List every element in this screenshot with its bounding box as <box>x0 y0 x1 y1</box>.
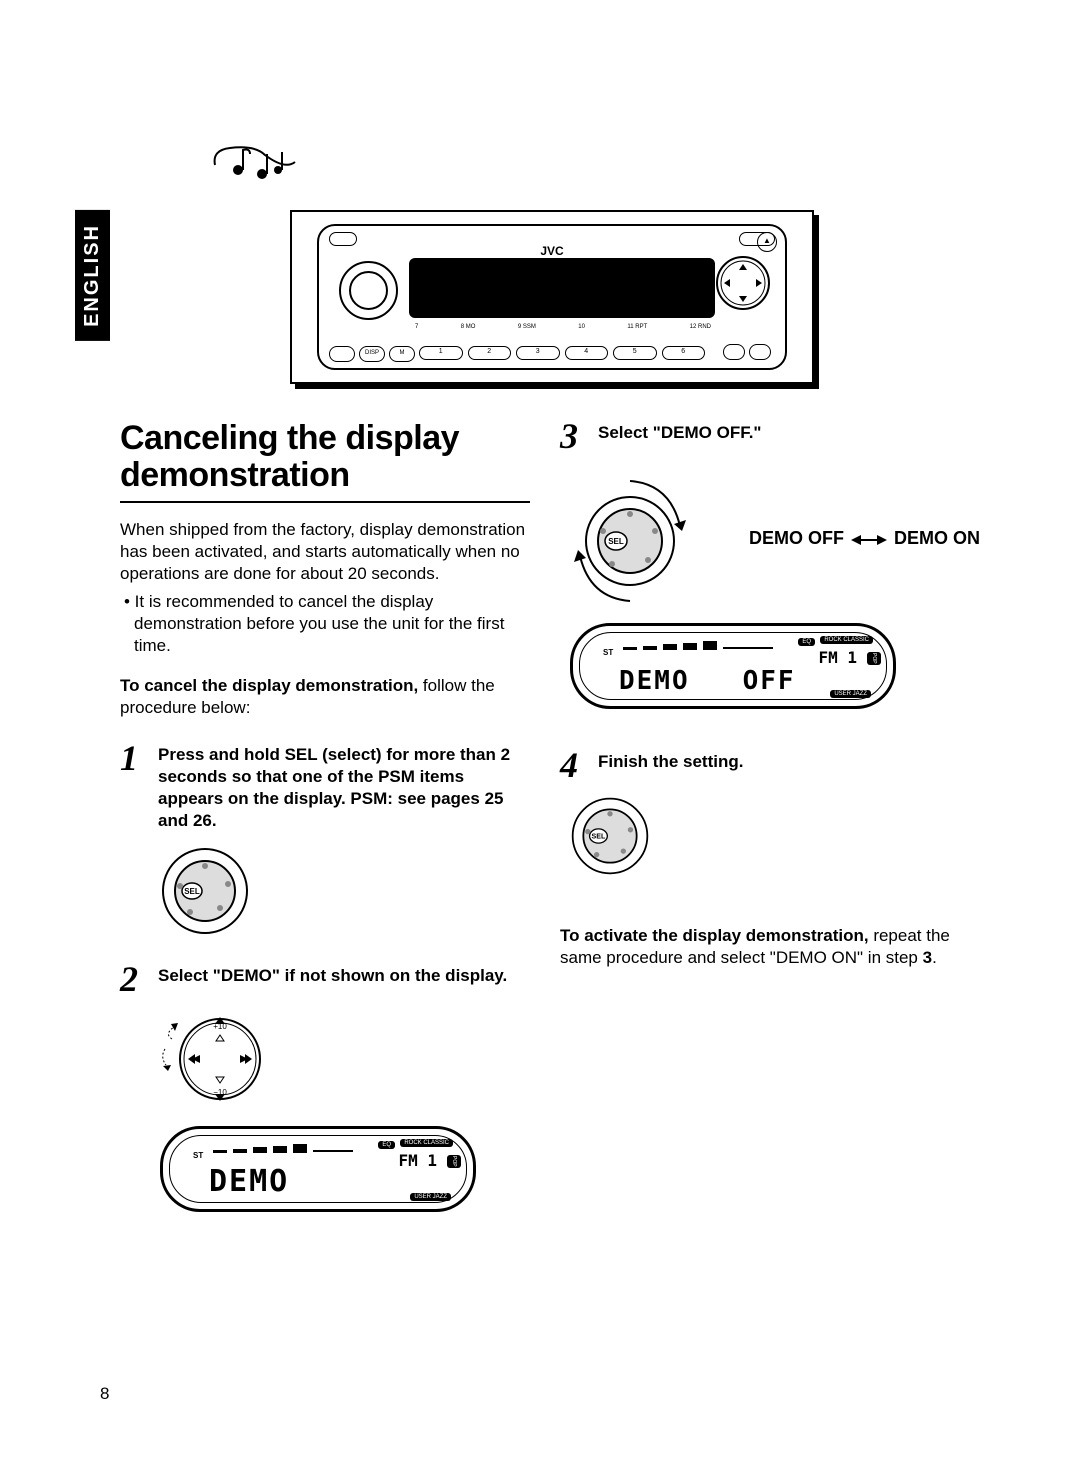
sel-knob-icon: SEL <box>570 796 650 876</box>
display-text: DEMO <box>209 1164 289 1199</box>
intro-paragraph: When shipped from the factory, display d… <box>120 519 530 585</box>
car-stereo-illustration: ▲ JVC DISP M 1 2 3 4 5 6 <box>290 210 814 384</box>
step-text: Press and hold SEL (select) for more tha… <box>158 742 530 832</box>
svg-text:SEL: SEL <box>608 537 624 546</box>
step-number: 2 <box>120 963 146 995</box>
demo-toggle-label: DEMO OFF DEMO ON <box>749 528 980 549</box>
step-2: 2 Select "DEMO" if not shown on the disp… <box>120 963 530 995</box>
step-text: Select "DEMO" if not shown on the displa… <box>158 963 507 995</box>
display-band: FM 1 <box>818 648 857 667</box>
rotate-knob-icon: SEL <box>570 476 690 606</box>
step-4: 4 Finish the setting. <box>560 749 970 781</box>
step-number: 4 <box>560 749 586 781</box>
right-column: 3 Select "DEMO OFF." SEL <box>560 420 970 1212</box>
step-3: 3 Select "DEMO OFF." <box>560 420 970 452</box>
music-notes-icon <box>210 140 300 190</box>
sel-dial-icon <box>339 261 398 320</box>
step-text: Select "DEMO OFF." <box>598 420 761 452</box>
sel-knob-icon: SEL <box>160 846 250 936</box>
svg-text:SEL: SEL <box>184 887 200 896</box>
dpad-icon <box>716 256 770 310</box>
bullet-note: • It is recommended to cancel the displa… <box>120 591 530 657</box>
lead-paragraph: To cancel the display demonstration, fol… <box>120 675 530 719</box>
page-number: 8 <box>100 1384 109 1404</box>
display-demo-off: ST EQ ROCK CLASSIC POP USER JAZZ DEMO OF… <box>570 623 896 709</box>
brand-label: JVC <box>540 244 563 258</box>
language-tab: ENGLISH <box>75 210 110 341</box>
step-1: 1 Press and hold SEL (select) for more t… <box>120 742 530 832</box>
display-demo: ST EQ ROCK CLASSIC POP USER JAZZ DEMO FM… <box>160 1126 476 1212</box>
step-number: 1 <box>120 742 146 832</box>
svg-text:SEL: SEL <box>592 832 606 840</box>
activate-note: To activate the display demonstration, r… <box>560 925 970 969</box>
display-band: FM 1 <box>398 1151 437 1170</box>
step-text: Finish the setting. <box>598 749 743 781</box>
display-text: DEMO OFF <box>619 666 796 696</box>
step-number: 3 <box>560 420 586 452</box>
dpad-select-icon: +10 −10 <box>160 1009 270 1109</box>
page-title: Canceling the display demonstration <box>120 420 530 503</box>
left-column: Canceling the display demonstration When… <box>120 420 530 1212</box>
